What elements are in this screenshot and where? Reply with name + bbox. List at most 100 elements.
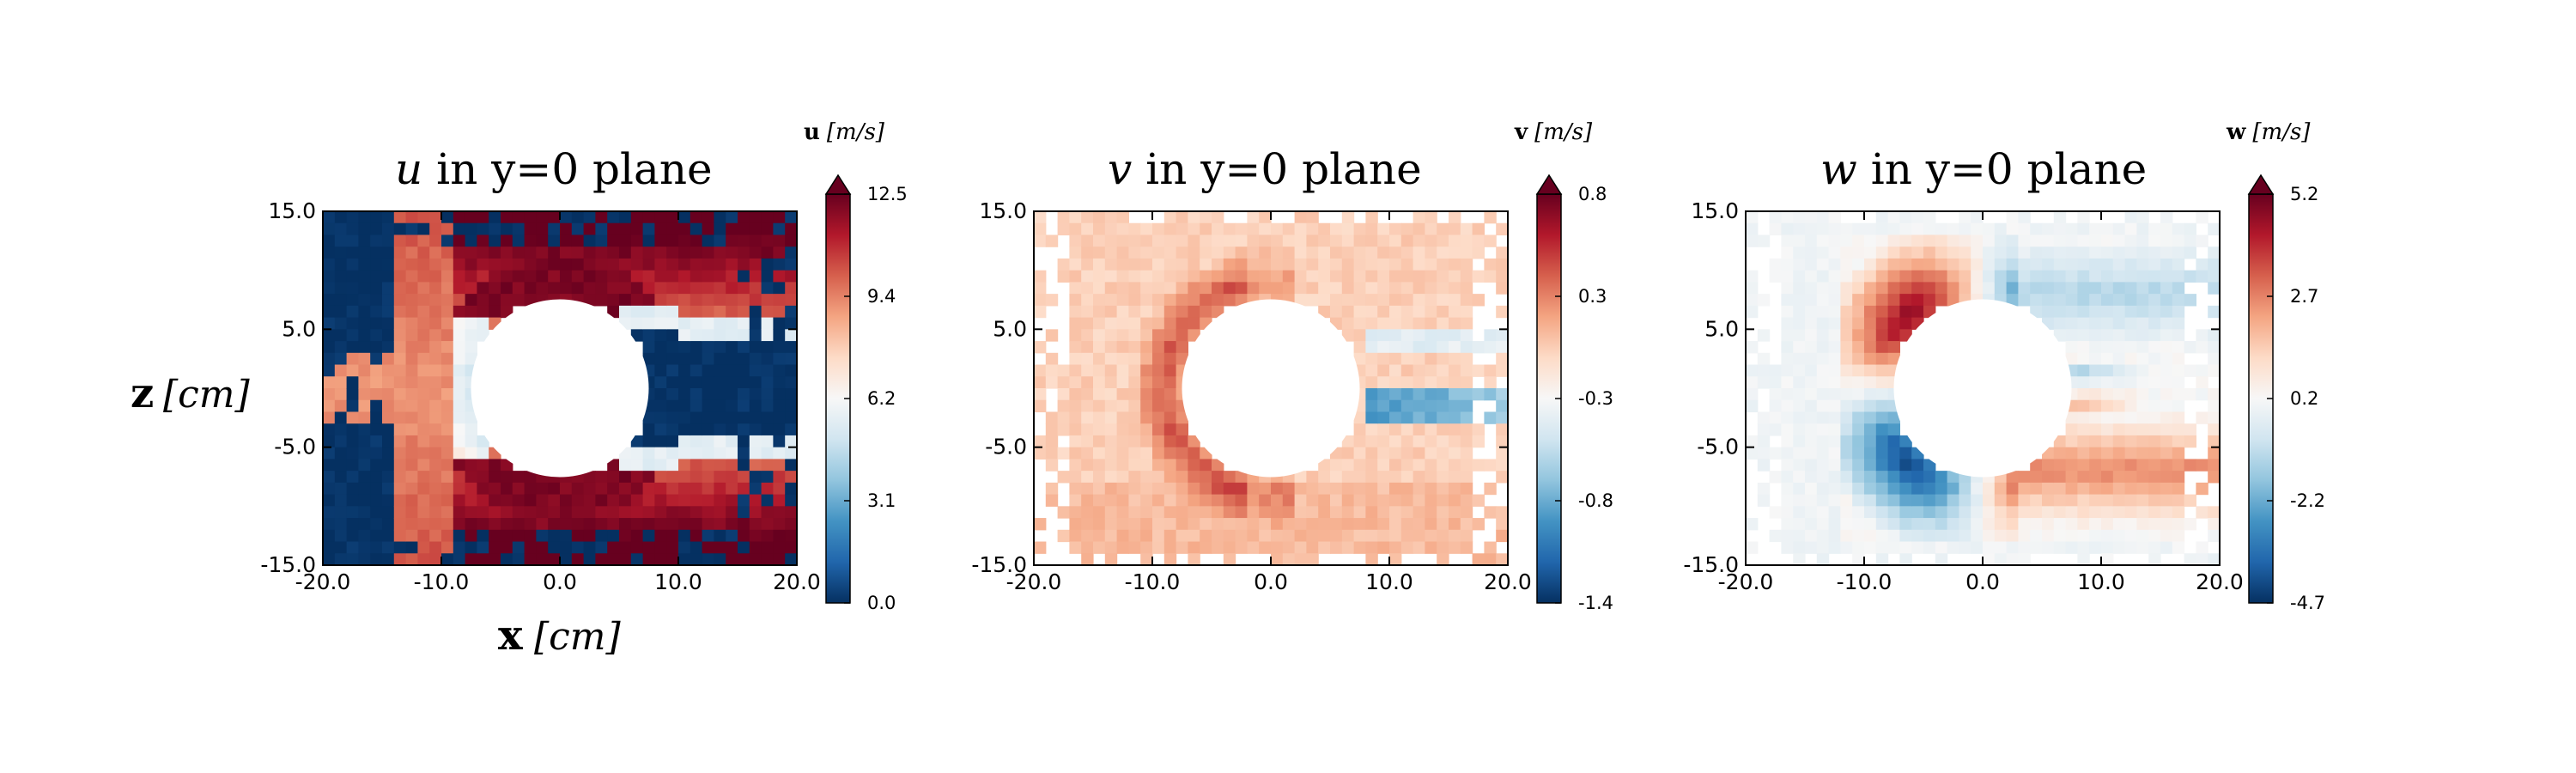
heatmap-cell bbox=[405, 388, 418, 401]
heatmap-cell bbox=[453, 341, 466, 354]
heatmap-cell bbox=[1449, 317, 1461, 330]
heatmap-cell bbox=[1400, 305, 1414, 319]
heatmap-cell bbox=[583, 518, 596, 531]
heatmap-cell bbox=[429, 388, 442, 401]
heatmap-cell bbox=[1805, 388, 1818, 401]
heatmap-cell bbox=[1212, 211, 1224, 224]
heatmap-cell bbox=[714, 341, 726, 354]
heatmap-cell bbox=[1377, 541, 1390, 554]
heatmap-cell bbox=[323, 423, 336, 436]
heatmap-cell bbox=[1746, 376, 1759, 389]
heatmap-cell bbox=[1188, 247, 1200, 259]
heatmap-cell bbox=[1271, 234, 1284, 247]
heatmap-cell bbox=[548, 518, 561, 531]
heatmap-cell bbox=[714, 270, 726, 283]
heatmap-cell bbox=[405, 506, 418, 519]
heatmap-cell bbox=[1163, 258, 1177, 271]
heatmap-cell bbox=[2184, 294, 2196, 307]
heatmap-cell bbox=[738, 399, 750, 413]
heatmap-cell bbox=[690, 270, 703, 283]
heatmap-cell bbox=[1104, 541, 1118, 554]
heatmap-cell bbox=[690, 364, 703, 377]
heatmap-cell bbox=[1247, 282, 1260, 295]
heatmap-cell bbox=[429, 399, 442, 413]
heatmap-cell bbox=[1093, 211, 1106, 224]
heatmap-cell bbox=[1104, 423, 1118, 436]
heatmap-cell bbox=[654, 247, 667, 259]
heatmap-cell bbox=[1449, 364, 1461, 377]
heatmap-cell bbox=[1318, 222, 1331, 236]
heatmap-cell bbox=[1282, 541, 1296, 554]
heatmap-cell bbox=[749, 459, 762, 472]
heatmap-cell bbox=[2208, 352, 2221, 366]
heatmap-cell bbox=[1864, 247, 1877, 259]
heatmap-cell bbox=[1472, 270, 1485, 283]
heatmap-cell bbox=[1781, 317, 1794, 330]
heatmap-cell bbox=[536, 211, 549, 224]
heatmap-cell bbox=[501, 247, 513, 259]
heatmap-cell bbox=[2089, 494, 2102, 507]
heatmap-cell bbox=[678, 247, 691, 259]
heatmap-cell bbox=[1781, 270, 1794, 283]
x-tick-label: 10.0 bbox=[1365, 569, 1413, 594]
heatmap-cell bbox=[1353, 282, 1366, 295]
heatmap-cell bbox=[1176, 258, 1188, 271]
heatmap-cell bbox=[678, 553, 691, 566]
heatmap-cell bbox=[1341, 529, 1355, 543]
heatmap-cell bbox=[2148, 459, 2161, 472]
heatmap-cell bbox=[1200, 294, 1212, 307]
heatmap-cell bbox=[2124, 341, 2137, 354]
heatmap-cell bbox=[334, 541, 348, 554]
heatmap-cell bbox=[761, 211, 774, 224]
heatmap-cell bbox=[1875, 471, 1889, 484]
heatmap-cell bbox=[1116, 529, 1129, 543]
heatmap-cell bbox=[1496, 258, 1509, 271]
heatmap-cell bbox=[1757, 352, 1771, 366]
heatmap-cell bbox=[512, 494, 526, 507]
heatmap-cell bbox=[2148, 341, 2161, 354]
heatmap-cell bbox=[1911, 211, 1924, 224]
heatmap-cell bbox=[2136, 341, 2149, 354]
y-axis-label: z [cm] bbox=[131, 369, 251, 417]
heatmap-cell bbox=[1104, 399, 1118, 413]
heatmap-cell bbox=[1935, 506, 1948, 519]
heatmap-cell bbox=[536, 494, 549, 507]
heatmap-cell bbox=[536, 222, 549, 236]
heatmap-cell bbox=[1081, 447, 1094, 460]
heatmap-cell bbox=[2184, 459, 2196, 472]
heatmap-cell bbox=[1377, 329, 1390, 342]
heatmap-cell bbox=[2053, 435, 2067, 448]
heatmap-cell bbox=[524, 282, 537, 295]
heatmap-cell bbox=[1176, 494, 1188, 507]
heatmap-cell bbox=[666, 553, 679, 566]
heatmap-cell bbox=[2148, 352, 2161, 366]
heatmap-cell bbox=[370, 294, 383, 307]
heatmap-cell bbox=[1449, 211, 1461, 224]
heatmap-cell bbox=[1484, 258, 1497, 271]
heatmap-cell bbox=[512, 529, 526, 543]
heatmap-cell bbox=[1116, 423, 1129, 436]
heatmap-cell bbox=[1923, 494, 1936, 507]
heatmap-cell bbox=[1449, 494, 1461, 507]
heatmap-cell bbox=[702, 471, 714, 484]
heatmap-cell bbox=[1212, 234, 1224, 247]
heatmap-cell bbox=[1911, 494, 1924, 507]
heatmap-cell bbox=[429, 423, 442, 436]
heatmap-cell bbox=[702, 329, 714, 342]
heatmap-cell bbox=[2006, 294, 2019, 307]
heatmap-cell bbox=[2077, 305, 2090, 319]
heatmap-cell bbox=[1840, 529, 1853, 543]
heatmap-cell bbox=[2160, 258, 2173, 271]
heatmap-cell bbox=[2101, 305, 2114, 319]
heatmap-cell bbox=[1971, 518, 1984, 531]
heatmap-cell bbox=[1852, 352, 1865, 366]
heatmap-cell bbox=[1840, 294, 1853, 307]
heatmap-cell bbox=[1781, 435, 1794, 448]
heatmap-cell bbox=[1163, 541, 1177, 554]
heatmap-cell bbox=[1116, 459, 1129, 472]
heatmap-cell bbox=[477, 222, 489, 236]
heatmap-cell bbox=[1437, 222, 1449, 236]
heatmap-cell bbox=[2053, 247, 2067, 259]
heatmap-cell bbox=[358, 423, 371, 436]
heatmap-cell bbox=[477, 506, 489, 519]
